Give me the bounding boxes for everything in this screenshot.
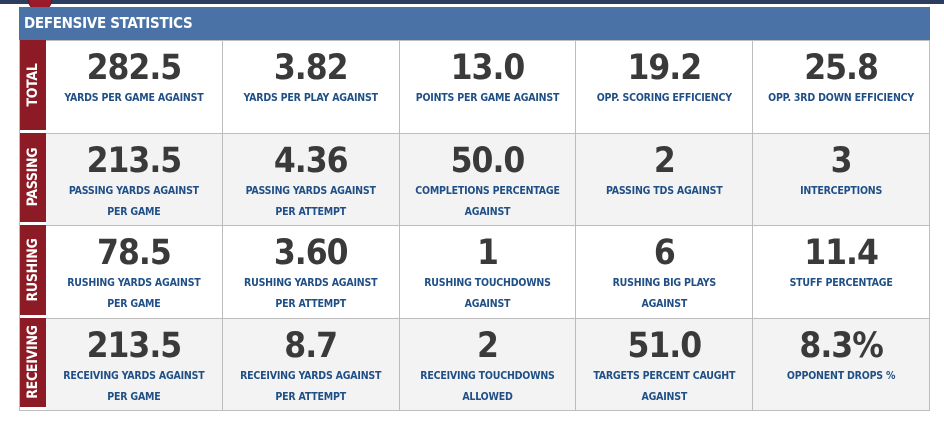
stat-cell: 1 RUSHING TOUCHDOWNS AGAINST <box>399 225 577 318</box>
stat-cell: 13.0 POINTS PER GAME AGAINST <box>399 40 577 133</box>
stat-value: 11.4 <box>804 233 879 273</box>
stat-label: RUSHING BIG PLAYS AGAINST <box>612 277 717 310</box>
stat-label: PASSING YARDS AGAINST PER GAME <box>68 184 199 218</box>
stat-label: POINTS PER GAME AGAINST <box>415 92 560 104</box>
row-label-receiving: RECEIVING <box>20 317 46 410</box>
stat-value: 4.36 <box>273 140 349 181</box>
stat-value: 6 <box>653 233 676 273</box>
stat-label: RECEIVING YARDS AGAINST PER ATTEMPT <box>240 369 382 403</box>
stat-value: 51.0 <box>627 325 702 366</box>
stat-cell: 3.60 RUSHING YARDS AGAINST PER ATTEMPT <box>222 225 400 318</box>
stat-label: OPP. 3RD DOWN EFFICIENCY <box>768 92 915 104</box>
stat-value: 3 <box>830 140 853 181</box>
stat-label: INTERCEPTIONS <box>800 184 883 197</box>
stat-label: PASSING YARDS AGAINST PER ATTEMPT <box>245 184 376 218</box>
stat-label: YARDS PER PLAY AGAINST <box>243 92 379 104</box>
stat-cell: 3 INTERCEPTIONS <box>753 132 930 225</box>
stat-cell: 51.0 TARGETS PERCENT CAUGHT AGAINST <box>576 317 754 410</box>
stat-label: YARDS PER GAME AGAINST <box>64 92 204 104</box>
stat-value: 25.8 <box>804 48 879 88</box>
section-header: DEFENSIVE STATISTICS <box>19 7 930 40</box>
stat-cell: 8.7 RECEIVING YARDS AGAINST PER ATTEMPT <box>222 317 400 410</box>
stat-value: 8.7 <box>284 325 338 366</box>
row-label-passing: PASSING <box>20 132 46 225</box>
stat-cell: 25.8 OPP. 3RD DOWN EFFICIENCY <box>753 40 930 133</box>
section-title: DEFENSIVE STATISTICS <box>24 14 193 32</box>
stat-cell: 19.2 OPP. SCORING EFFICIENCY <box>576 40 754 133</box>
stat-value: 13.0 <box>450 48 526 88</box>
stat-value: 50.0 <box>450 140 526 181</box>
stat-value: 3.82 <box>273 48 349 88</box>
stat-value: 19.2 <box>627 48 702 88</box>
stat-label: RUSHING YARDS AGAINST PER ATTEMPT <box>244 277 378 310</box>
stat-value: 1 <box>477 233 499 273</box>
stat-label: RECEIVING TOUCHDOWNS ALLOWED <box>420 369 555 403</box>
stat-cell: 2 PASSING TDS AGAINST <box>576 132 754 225</box>
stat-label: COMPLETIONS PERCENTAGE AGAINST <box>415 184 560 218</box>
stat-value: 78.5 <box>97 233 172 273</box>
stat-cell: 6 RUSHING BIG PLAYS AGAINST <box>576 225 754 318</box>
stat-label: PASSING TDS AGAINST <box>606 184 723 197</box>
stat-label: OPP. SCORING EFFICIENCY <box>596 92 732 104</box>
stat-cell: 213.5 RECEIVING YARDS AGAINST PER GAME <box>46 317 223 410</box>
stat-value: 8.3% <box>799 325 883 366</box>
stat-label: RUSHING TOUCHDOWNS AGAINST <box>424 277 551 310</box>
stat-value: 282.5 <box>86 48 183 88</box>
stat-label: RUSHING YARDS AGAINST PER GAME <box>67 277 201 310</box>
stat-cell: 8.3% OPPONENT DROPS % <box>753 317 930 410</box>
stat-value: 3.60 <box>273 233 349 273</box>
stat-cell: 4.36 PASSING YARDS AGAINST PER ATTEMPT <box>222 132 400 225</box>
stat-value: 2 <box>653 140 676 181</box>
stat-value: 2 <box>477 325 499 366</box>
top-border <box>0 0 944 4</box>
stat-label: TARGETS PERCENT CAUGHT AGAINST <box>593 369 736 403</box>
stat-value: 213.5 <box>86 325 183 366</box>
row-label-rushing: RUSHING <box>20 225 46 318</box>
stat-cell: 3.82 YARDS PER PLAY AGAINST <box>222 40 400 133</box>
stat-label: RECEIVING YARDS AGAINST PER GAME <box>63 369 205 403</box>
stats-grid: TOTAL 282.5 YARDS PER GAME AGAINST 3.82 YA… <box>19 40 930 411</box>
stat-cell: 213.5 PASSING YARDS AGAINST PER GAME <box>46 132 223 225</box>
stat-cell: 78.5 RUSHING YARDS AGAINST PER GAME <box>46 225 223 318</box>
stat-cell: 2 RECEIVING TOUCHDOWNS ALLOWED <box>399 317 577 410</box>
stat-label: STUFF PERCENTAGE <box>789 277 893 289</box>
stat-value: 213.5 <box>86 140 183 181</box>
stat-cell: 282.5 YARDS PER GAME AGAINST <box>46 40 223 133</box>
stat-cell: 50.0 COMPLETIONS PERCENTAGE AGAINST <box>399 132 577 225</box>
stat-label: OPPONENT DROPS % <box>786 369 896 382</box>
row-label-total: TOTAL <box>20 40 46 133</box>
stat-cell: 11.4 STUFF PERCENTAGE <box>753 225 930 318</box>
